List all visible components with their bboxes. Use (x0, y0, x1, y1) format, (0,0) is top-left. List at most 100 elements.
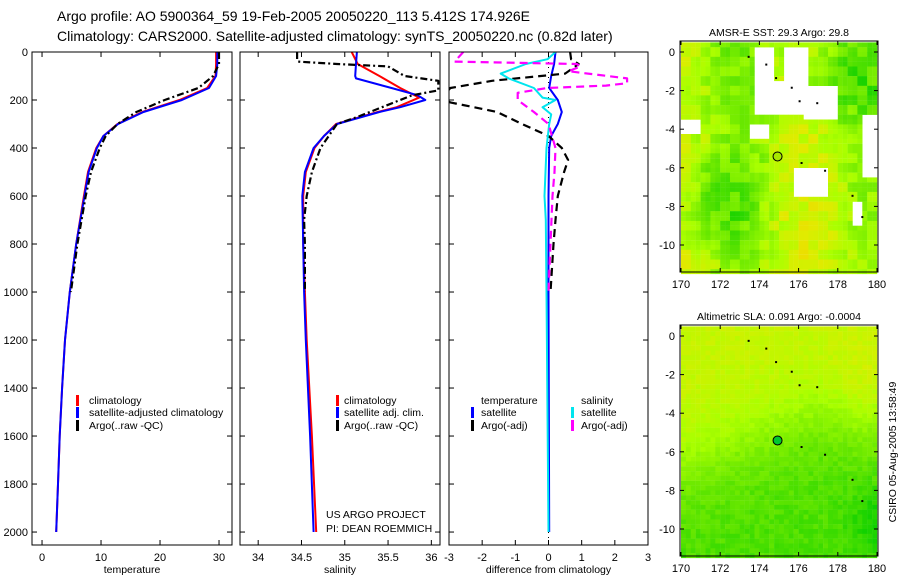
map-cell (832, 500, 838, 506)
map-cell (769, 167, 775, 173)
map-cell (710, 52, 716, 57)
map-cell (832, 374, 838, 380)
map-cell (852, 158, 858, 164)
map-cell (808, 71, 814, 77)
map-cell (779, 220, 785, 226)
map-cell (685, 504, 691, 510)
map-cell (705, 85, 711, 91)
map-cell (700, 196, 706, 202)
map-cell (715, 418, 721, 423)
map-cell (832, 138, 838, 144)
map-cell (734, 393, 740, 399)
map-cell (720, 235, 726, 241)
map-cell (788, 504, 794, 510)
map-cell (705, 548, 711, 554)
map-cell (837, 403, 843, 409)
map-cell (710, 71, 716, 77)
series-group (55, 52, 221, 533)
map-cell (837, 216, 843, 222)
map-cell (837, 340, 843, 346)
map-cell (710, 360, 716, 366)
map-cell (847, 95, 853, 101)
map-cell (793, 475, 799, 481)
map-cell (832, 66, 838, 72)
map-cell (730, 264, 736, 270)
map-cell (779, 533, 785, 539)
map-cell (828, 124, 834, 130)
map-cell (818, 129, 824, 135)
map-cell (808, 350, 814, 356)
map-cell (857, 490, 863, 496)
map-cell (710, 336, 716, 341)
map-cell (788, 451, 794, 457)
map-cell (725, 52, 731, 57)
map-cell (779, 331, 785, 337)
map-cell (823, 442, 829, 448)
map-cell (700, 191, 706, 197)
map-cell (720, 158, 726, 164)
map-cell (779, 485, 785, 491)
map-cell (725, 374, 731, 380)
map-cell (720, 249, 726, 255)
map-cell (749, 56, 755, 62)
map-cell (734, 240, 740, 246)
map-cell (872, 480, 878, 486)
map-cell (847, 500, 853, 506)
map-cell (764, 437, 770, 443)
map-cell (857, 432, 863, 438)
map-cell (828, 427, 834, 433)
map-cell (779, 148, 785, 154)
map-cell (867, 340, 873, 346)
map-cell (764, 384, 770, 390)
map-cell (764, 369, 770, 375)
map-cell (690, 47, 696, 53)
map-cell (832, 129, 838, 135)
map-cell (813, 326, 819, 332)
map-cell (690, 225, 696, 231)
map-cell (764, 153, 770, 159)
map-cell (715, 134, 721, 139)
map-cell (837, 76, 843, 82)
map-cell (818, 471, 824, 477)
map-cell (832, 485, 838, 491)
map-cell (715, 350, 721, 356)
island-mark (798, 384, 801, 387)
map-cell (685, 143, 691, 149)
map-cell (705, 211, 711, 217)
map-cell (754, 114, 760, 120)
map-cell (730, 240, 736, 246)
map-cell (862, 196, 868, 202)
map-cell (857, 485, 863, 491)
map-cell (700, 235, 706, 241)
legend-swatch-climatology (336, 395, 339, 406)
map-cell (744, 105, 750, 111)
map-cell (705, 81, 711, 86)
map-cell (862, 500, 868, 506)
map-cell (759, 191, 765, 197)
map-cell (852, 466, 858, 472)
map-cell (813, 364, 819, 370)
map-cell (685, 138, 691, 144)
map-cell (832, 158, 838, 164)
map-cell (685, 393, 691, 399)
map-cell (710, 524, 716, 530)
map-cell (842, 336, 848, 341)
map-cell (769, 524, 775, 530)
map-cell (710, 345, 716, 351)
map-cell (779, 480, 785, 486)
map-cell (779, 172, 785, 178)
map-cell (823, 485, 829, 491)
map-cell (710, 340, 716, 346)
map-cell (818, 336, 824, 341)
map-cell (793, 350, 799, 356)
map-cell (828, 66, 834, 72)
map-cell (769, 490, 775, 496)
map-cell (837, 61, 843, 67)
map-cell (867, 345, 873, 351)
map-cell (681, 225, 687, 231)
map-cell (749, 447, 755, 452)
map-cell (852, 163, 858, 168)
map-cell (783, 350, 789, 356)
map-cell (788, 216, 794, 222)
map-cell (832, 259, 838, 265)
